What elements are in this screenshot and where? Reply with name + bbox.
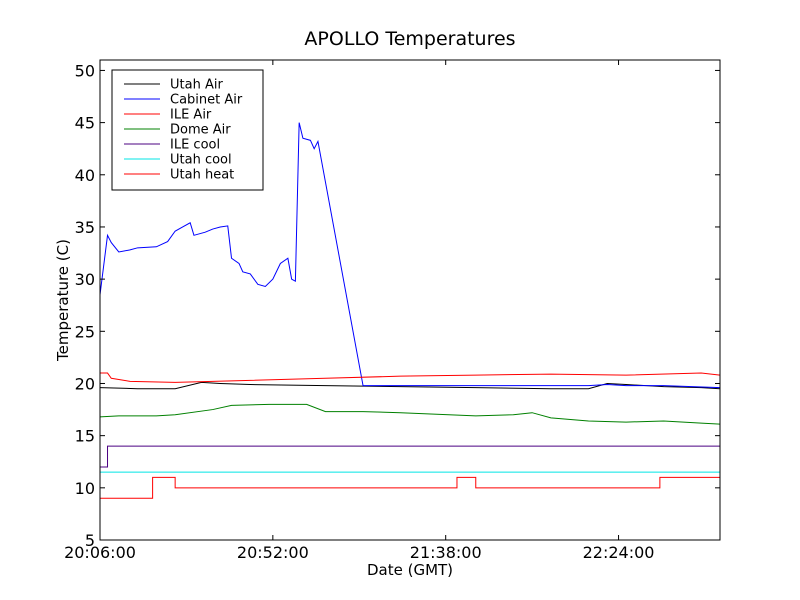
legend-label: Cabinet Air [170,93,243,108]
series-line-utah-heat [100,476,720,499]
series-line-ile-air [100,372,721,383]
legend-box [111,69,264,191]
y-tick-label: 15 [75,427,95,446]
x-tick-label: 20:06:00 [64,543,136,562]
y-tick-label: 5 [85,531,95,550]
x-tick-label: 20:52:00 [237,543,309,562]
legend-label: ILE Air [170,108,212,123]
x-tick-label: 22:24:00 [583,543,655,562]
legend-label: ILE cool [170,138,220,153]
y-tick-label: 40 [75,166,95,185]
y-tick-label: 35 [75,218,95,237]
series-layer [99,122,721,499]
chart-title: APOLLO Temperatures [304,28,515,50]
x-tick-label: 21:38:00 [410,543,482,562]
x-axis-label: Date (GMT) [367,561,453,579]
ticks-layer: 5 10 15 20 25 30 35 40 45 50 20:06:00 20:52:00 21:38… [64,60,720,562]
y-tick-label: 20 [75,374,95,393]
y-tick-label: 25 [75,322,95,341]
legend-label: Utah cool [170,153,232,168]
y-tick-label: 50 [75,61,95,80]
legend-label: Utah heat [170,168,234,183]
y-tick-label: 30 [75,270,95,289]
series-line-dome-air [99,403,721,425]
legend-label: Dome Air [170,123,231,138]
series-line-cabinet-air [99,122,721,389]
y-axis-label: Temperature (C) [54,239,72,362]
series-line-ile-cool [100,445,720,468]
plot-frame [99,59,721,541]
legend-label: Utah Air [170,78,223,93]
y-tick-label: 10 [75,479,95,498]
y-tick-label: 45 [75,114,95,133]
